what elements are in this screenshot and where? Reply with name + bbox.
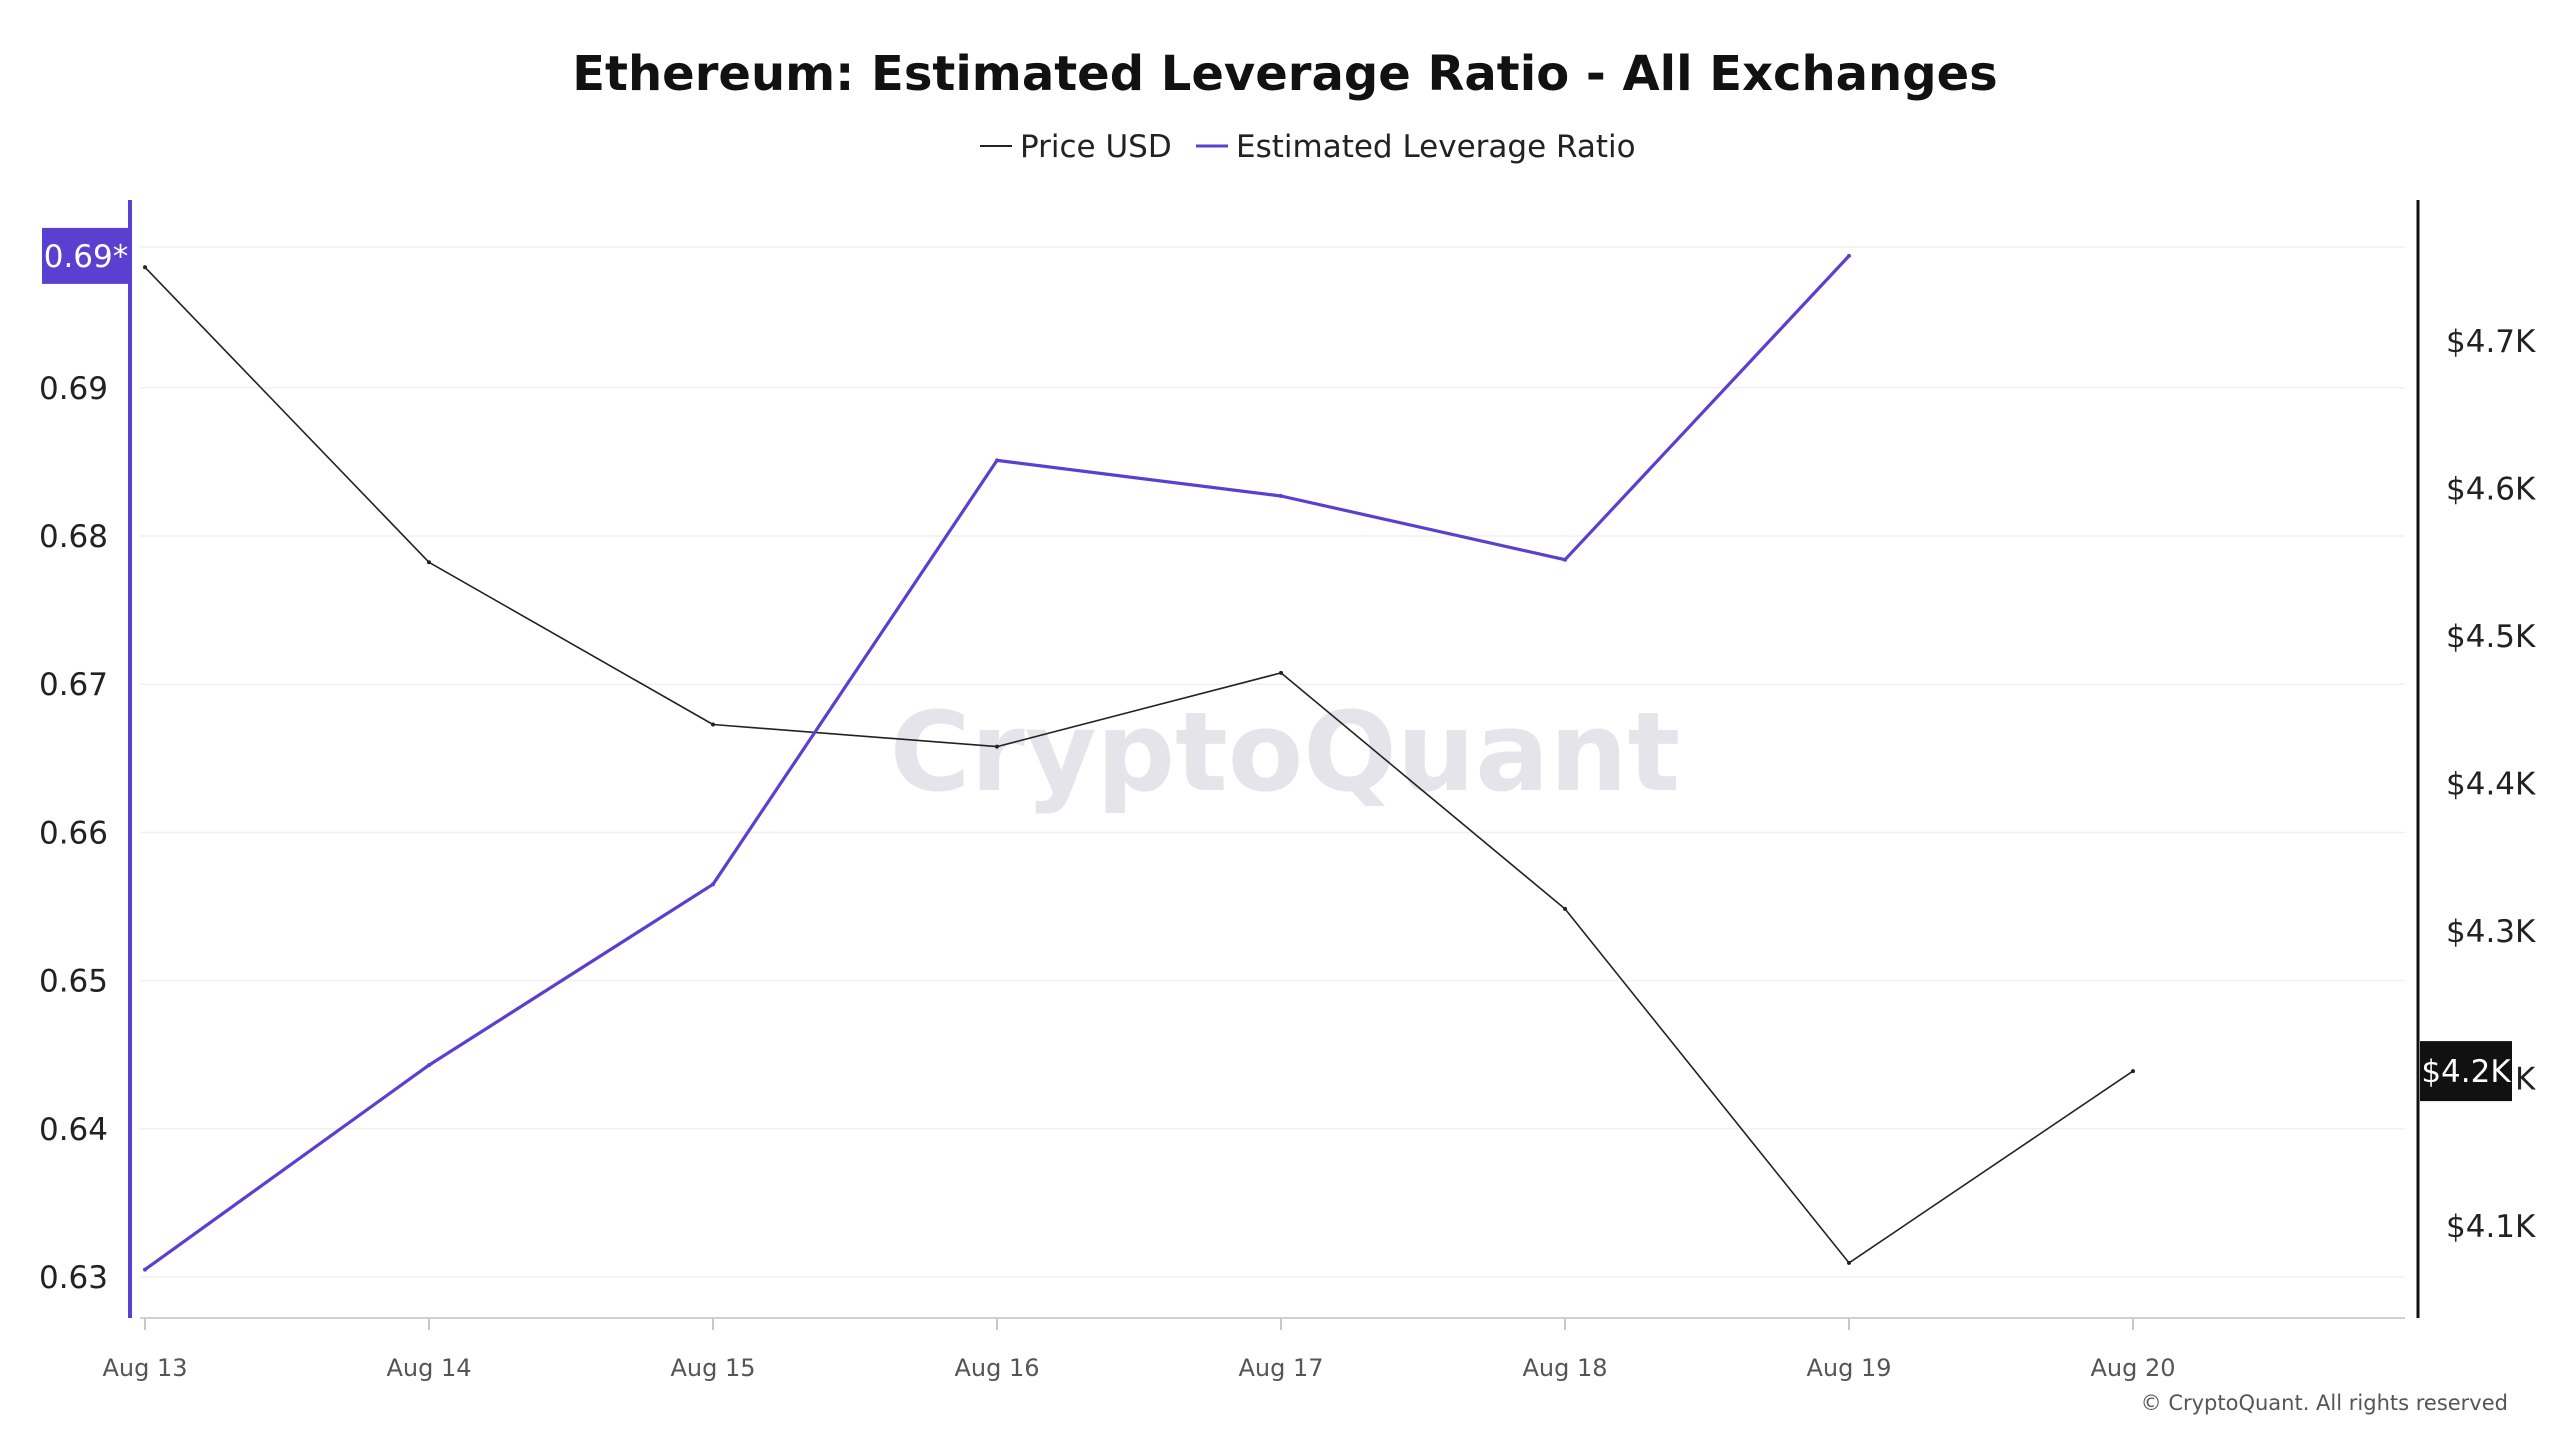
- x-tick-label: Aug 20: [2090, 1354, 2175, 1382]
- right-tick-label: $4.4K: [2446, 767, 2536, 803]
- x-tick-label: Aug 15: [670, 1354, 755, 1382]
- right-tick-label: $4.3K: [2446, 914, 2536, 950]
- grid-lines: [140, 246, 2405, 1278]
- left-badge-label: 0.69*: [44, 239, 129, 275]
- x-tick-label: Aug 18: [1522, 1354, 1607, 1382]
- legend-label-price: Price USD: [1020, 129, 1172, 165]
- right-tick-label: $4.7K: [2446, 324, 2536, 360]
- left-tick-label: 0.66: [39, 815, 108, 851]
- x-tick-label: Aug 19: [1806, 1354, 1891, 1382]
- data-point-price-usd: [1847, 1260, 1851, 1265]
- x-tick-label: Aug 13: [102, 1354, 187, 1382]
- data-point-price-usd: [1279, 670, 1283, 675]
- left-tick-label: 0.67: [39, 667, 108, 703]
- data-point-price-usd: [711, 722, 715, 727]
- left-current-value-badge: 0.69*: [42, 227, 130, 284]
- legend-label-leverage: Estimated Leverage Ratio: [1236, 129, 1636, 165]
- right-badge-bg: [2420, 1041, 2512, 1102]
- left-tick-label: 0.63: [39, 1260, 108, 1296]
- data-point-leverage-ratio: [1847, 253, 1851, 258]
- legend: Price USD Estimated Leverage Ratio: [980, 129, 1636, 165]
- data-point-price-usd: [427, 560, 431, 565]
- right-tick-label: $4.1K: [2446, 1209, 2536, 1245]
- data-point-leverage-ratio: [427, 1063, 431, 1068]
- data-point-price-usd: [1563, 906, 1567, 911]
- right-tick-label: $4.5K: [2446, 619, 2536, 655]
- left-axis-ticks: 0.63 0.64 0.65 0.66 0.67 0.68 0.69: [39, 371, 108, 1296]
- data-point-price-usd: [143, 265, 147, 270]
- right-current-value-badge: $4.2K: [2420, 1041, 2512, 1102]
- legend-item-price[interactable]: Price USD: [980, 129, 1172, 165]
- data-point-leverage-ratio: [1563, 557, 1567, 562]
- copyright-notice: © CryptoQuant. All rights reserved: [2141, 1391, 2508, 1415]
- left-tick-label: 0.64: [39, 1112, 108, 1148]
- left-tick-label: 0.65: [39, 964, 108, 1000]
- data-point-leverage-ratio: [995, 458, 999, 463]
- x-tick-label: Aug 17: [1238, 1354, 1323, 1382]
- data-point-leverage-ratio: [143, 1267, 147, 1272]
- x-tick-label: Aug 16: [954, 1354, 1039, 1382]
- data-point-price-usd: [995, 744, 999, 749]
- right-tick-label: $4.6K: [2446, 472, 2536, 508]
- right-axis-ticks: $4.1K$4.2K$4.3K$4.4K$4.5K$4.6K$4.7K: [2446, 324, 2536, 1245]
- x-axis-ticks: Aug 13 Aug 14 Aug 15 Aug 16 Aug 17 Aug 18 Aug …: [102, 1318, 2176, 1382]
- left-tick-label: 0.68: [39, 519, 108, 555]
- legend-item-leverage[interactable]: Estimated Leverage Ratio: [1196, 129, 1636, 165]
- data-point-leverage-ratio: [711, 882, 715, 887]
- left-tick-label: 0.69: [39, 371, 108, 407]
- series-layer: [143, 253, 2135, 1272]
- left-badge-bg: [42, 227, 130, 284]
- data-point-leverage-ratio: [1279, 494, 1283, 498]
- data-point-price-usd: [2131, 1069, 2135, 1074]
- series-line-price-usd: [144, 266, 2134, 1264]
- watermark: CryptoQuant: [890, 688, 1681, 816]
- chart-title: Ethereum: Estimated Leverage Ratio - All…: [572, 46, 1997, 102]
- right-badge-label: $4.2K: [2421, 1054, 2511, 1090]
- x-tick-label: Aug 14: [386, 1354, 471, 1382]
